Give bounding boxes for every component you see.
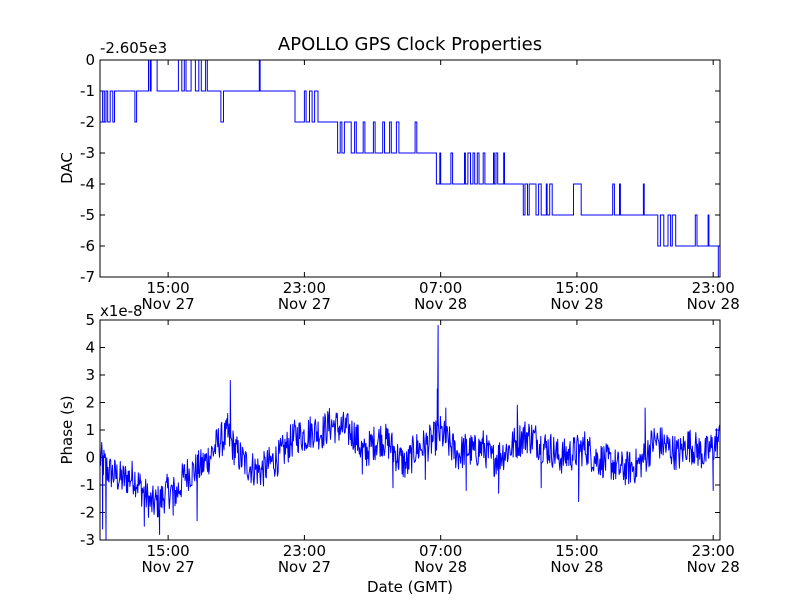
dac-ytick-label: -3 xyxy=(80,144,95,162)
phase-xtick-time-label: 07:00 xyxy=(419,542,462,560)
phase-xtick-date-label: Nov 28 xyxy=(687,558,740,576)
phase-xtick-date-label: Nov 27 xyxy=(278,558,331,576)
dac-xtick-time-label: 07:00 xyxy=(419,279,462,297)
dac-ytick-label: -4 xyxy=(80,175,95,193)
dac-xtick-date-label: Nov 27 xyxy=(142,295,195,313)
phase-xlabel: Date (GMT) xyxy=(367,578,453,596)
dac-xtick-date-label: Nov 28 xyxy=(550,295,603,313)
phase-ytick-label: 5 xyxy=(85,311,95,329)
phase-noise-line xyxy=(99,325,721,541)
phase-xtick-time-label: 23:00 xyxy=(283,542,326,560)
phase-ytick-label: 2 xyxy=(85,394,95,412)
phase-xtick-time-label: 23:00 xyxy=(692,542,735,560)
phase-series-line xyxy=(99,325,721,541)
phase-ytick-label: -2 xyxy=(80,504,95,522)
phase-offset-label: x1e-8 xyxy=(100,302,143,320)
dac-ytick-label: -2 xyxy=(80,113,95,131)
phase-ytick-label: 1 xyxy=(85,421,95,439)
phase-xtick-time-label: 15:00 xyxy=(555,542,598,560)
phase-xtick-date-label: Nov 28 xyxy=(414,558,467,576)
dac-ytick-label: 0 xyxy=(85,51,95,69)
dac-xtick-time-label: 23:00 xyxy=(283,279,326,297)
phase-ylabel: Phase (s) xyxy=(58,395,76,464)
dac-xtick-date-label: Nov 28 xyxy=(414,295,467,313)
phase-axes-frame xyxy=(99,319,721,541)
phase-xtick-date-label: Nov 28 xyxy=(550,558,603,576)
dac-ytick-label: -7 xyxy=(80,268,95,286)
dac-step-line xyxy=(100,59,720,278)
dac-ylabel: DAC xyxy=(58,152,76,184)
dac-xtick-time-label: 23:00 xyxy=(692,279,735,297)
dac-xtick-date-label: Nov 28 xyxy=(687,295,740,313)
dac-ytick-label: -1 xyxy=(80,82,95,100)
phase-xtick-time-label: 15:00 xyxy=(147,542,190,560)
dac-series-line xyxy=(100,59,720,278)
phase-ytick-label: 4 xyxy=(85,339,95,357)
dac-ytick-label: -6 xyxy=(80,237,95,255)
dac-xtick-time-label: 15:00 xyxy=(555,279,598,297)
phase-ytick-label: -1 xyxy=(80,476,95,494)
chart-title: APOLLO GPS Clock Properties xyxy=(278,34,542,55)
phase-panel: x1e-8 Phase (s) Date (GMT) 5 4 3 2 1 0 -1 -2 -3 1… xyxy=(58,302,740,596)
dac-offset-label: -2.605e3 xyxy=(100,39,167,57)
dac-ytick-label: -5 xyxy=(80,206,95,224)
dac-xtick-time-label: 15:00 xyxy=(147,279,190,297)
phase-xtick-date-label: Nov 27 xyxy=(142,558,195,576)
dac-axes-frame xyxy=(99,59,721,278)
phase-ytick-label: 0 xyxy=(85,449,95,467)
phase-ytick-label: 3 xyxy=(85,366,95,384)
dac-xtick-date-label: Nov 27 xyxy=(278,295,331,313)
phase-ytick-label: -3 xyxy=(80,531,95,549)
